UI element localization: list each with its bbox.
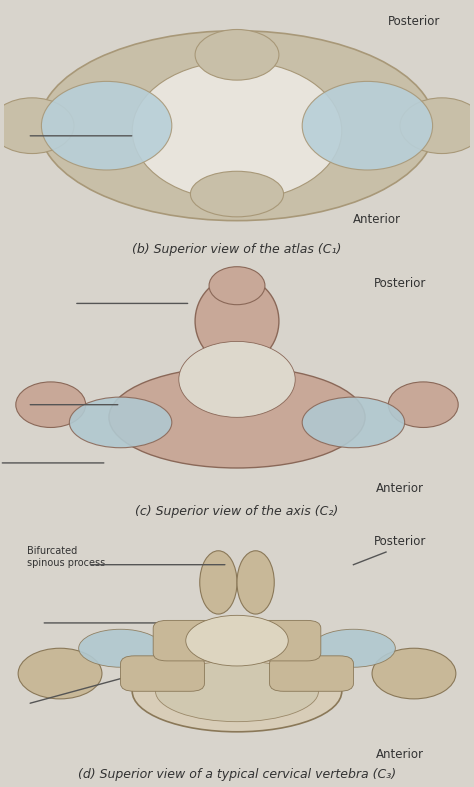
Ellipse shape <box>209 267 265 305</box>
Ellipse shape <box>18 648 102 699</box>
Ellipse shape <box>179 342 295 417</box>
Ellipse shape <box>155 661 319 722</box>
Ellipse shape <box>186 615 288 666</box>
Text: Posterior: Posterior <box>374 277 426 290</box>
FancyBboxPatch shape <box>223 620 321 661</box>
Ellipse shape <box>69 397 172 448</box>
Ellipse shape <box>16 382 86 427</box>
Ellipse shape <box>372 648 456 699</box>
Ellipse shape <box>132 61 342 201</box>
Ellipse shape <box>191 172 283 217</box>
Ellipse shape <box>79 630 163 667</box>
Ellipse shape <box>39 31 435 220</box>
Text: Anterior: Anterior <box>376 482 424 495</box>
Text: Anterior: Anterior <box>376 748 424 761</box>
FancyBboxPatch shape <box>120 656 204 691</box>
Text: Posterior: Posterior <box>388 16 440 28</box>
Text: Anterior: Anterior <box>353 212 401 226</box>
Text: Posterior: Posterior <box>374 535 426 549</box>
Ellipse shape <box>41 81 172 170</box>
Ellipse shape <box>237 551 274 614</box>
Ellipse shape <box>400 98 474 153</box>
Ellipse shape <box>0 98 74 153</box>
Text: (d) Superior view of a typical cervical vertebra (C₃): (d) Superior view of a typical cervical … <box>78 768 396 781</box>
Ellipse shape <box>311 630 395 667</box>
FancyBboxPatch shape <box>270 656 354 691</box>
Ellipse shape <box>195 277 279 365</box>
Text: (c) Superior view of the axis (C₂): (c) Superior view of the axis (C₂) <box>136 504 338 518</box>
Ellipse shape <box>302 81 433 170</box>
Ellipse shape <box>195 29 279 80</box>
Ellipse shape <box>109 367 365 468</box>
Ellipse shape <box>302 397 405 448</box>
Ellipse shape <box>388 382 458 427</box>
FancyBboxPatch shape <box>153 620 251 661</box>
Ellipse shape <box>132 651 342 732</box>
Text: Bifurcated
spinous process: Bifurcated spinous process <box>27 546 106 568</box>
Text: (b) Superior view of the atlas (C₁): (b) Superior view of the atlas (C₁) <box>132 243 342 257</box>
Ellipse shape <box>200 551 237 614</box>
